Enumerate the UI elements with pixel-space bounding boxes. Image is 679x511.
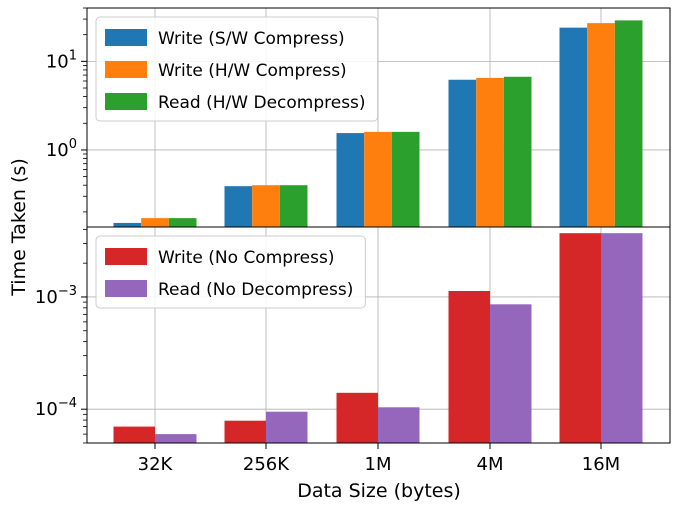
bar bbox=[559, 233, 601, 443]
bottom-panel: 10−4 10−3 Write (No Compress) Read (No Deco… bbox=[35, 226, 671, 444]
bar bbox=[113, 222, 142, 227]
bar bbox=[279, 185, 308, 227]
legend-swatch bbox=[105, 93, 147, 110]
bar bbox=[378, 407, 420, 443]
bar bbox=[448, 291, 490, 443]
bar bbox=[559, 27, 588, 228]
legend-box bbox=[95, 235, 366, 309]
bar bbox=[141, 218, 169, 227]
bar bbox=[155, 434, 197, 443]
x-tick-label: 256K bbox=[243, 454, 290, 475]
legend-label: Write (H/W Compress) bbox=[158, 61, 347, 81]
legend-label: Write (S/W Compress) bbox=[158, 29, 345, 49]
y-axis-label: Time Taken (s) bbox=[8, 158, 30, 296]
bar bbox=[168, 218, 197, 227]
legend: Write (S/W Compress) Write (H/W Compress)… bbox=[95, 16, 379, 122]
bar bbox=[476, 77, 504, 227]
bar bbox=[614, 20, 643, 227]
bar bbox=[587, 23, 615, 227]
bar bbox=[224, 186, 253, 227]
bar bbox=[448, 79, 477, 227]
legend-label: Read (H/W Decompress) bbox=[158, 93, 366, 113]
legend-swatch bbox=[105, 29, 147, 46]
bar bbox=[336, 392, 378, 443]
bar bbox=[490, 304, 532, 443]
y-tick-label: 10−4 bbox=[35, 396, 77, 420]
bar bbox=[252, 185, 280, 227]
x-tick-label: 1M bbox=[365, 454, 392, 475]
bar bbox=[336, 133, 365, 227]
bar bbox=[391, 131, 420, 227]
bar bbox=[364, 131, 392, 227]
y-tick-label: 10−3 bbox=[35, 284, 77, 308]
legend: Write (No Compress) Read (No Decompress) bbox=[95, 235, 366, 309]
x-axis: 32K 256K 1M 4M 16M bbox=[138, 443, 620, 475]
top-panel: 100 101 Write (S/W Compress) Write (H/W Com… bbox=[46, 7, 671, 228]
legend-box bbox=[95, 16, 379, 122]
legend-label: Read (No Decompress) bbox=[158, 280, 353, 300]
bar bbox=[601, 233, 643, 443]
bar bbox=[266, 411, 308, 443]
y-tick-label: 101 bbox=[46, 48, 77, 72]
bar bbox=[113, 426, 155, 443]
y-tick-label: 100 bbox=[46, 137, 77, 161]
x-axis-label: Data Size (bytes) bbox=[297, 480, 461, 502]
legend-swatch bbox=[105, 280, 147, 297]
bar bbox=[503, 76, 532, 227]
legend-label: Write (No Compress) bbox=[158, 248, 334, 268]
legend-swatch bbox=[105, 61, 147, 78]
x-tick-label: 4M bbox=[477, 454, 504, 475]
x-tick-label: 16M bbox=[582, 454, 620, 475]
x-tick-label: 32K bbox=[138, 454, 174, 475]
bar bbox=[224, 420, 266, 443]
legend-swatch bbox=[105, 248, 147, 265]
